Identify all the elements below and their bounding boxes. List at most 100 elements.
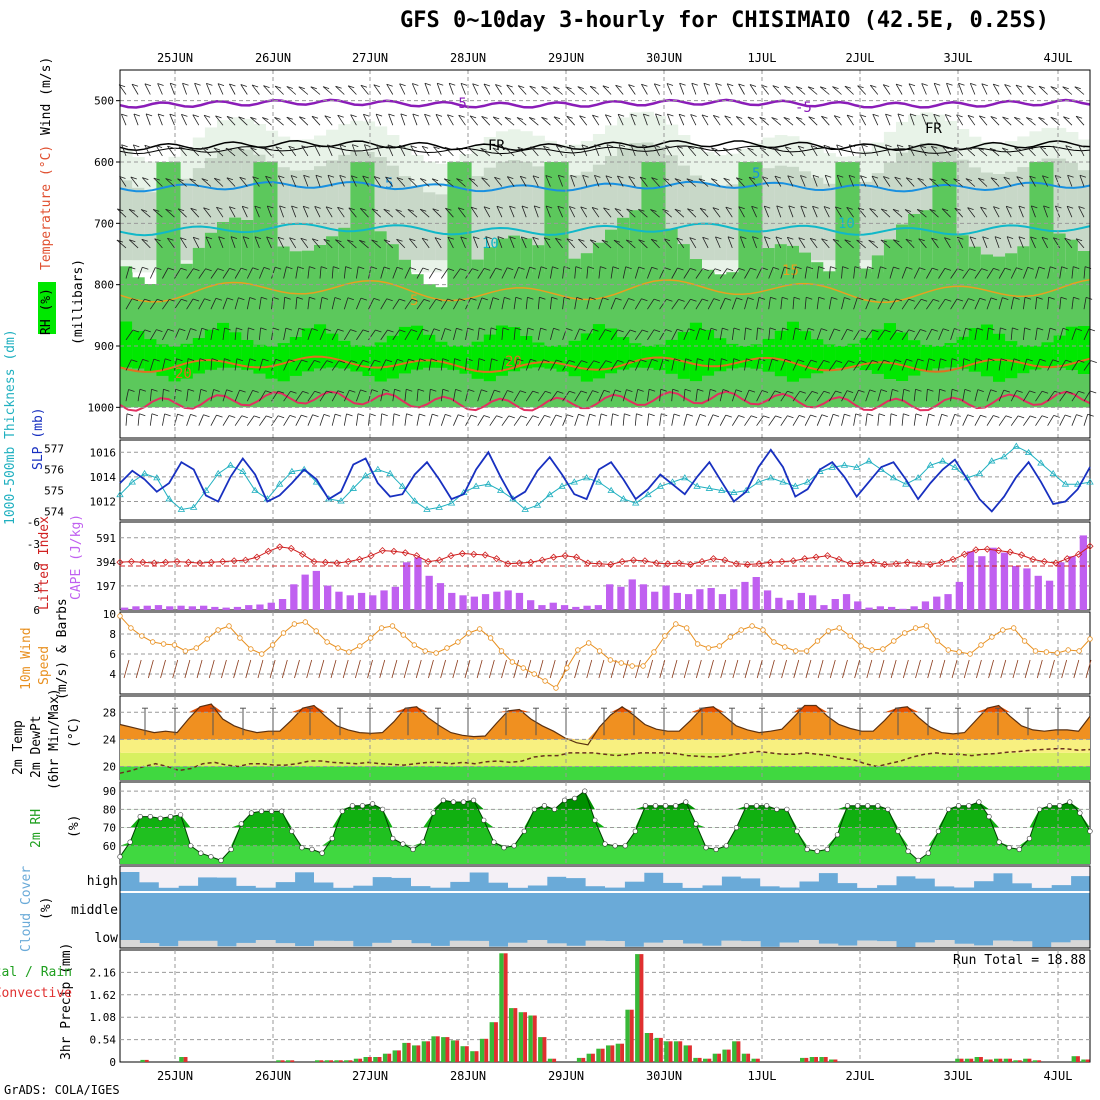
wind-barb [634,359,641,371]
wind-barb-flag [449,82,456,86]
wind-barb-flag [921,113,929,117]
cloud-low-gap [934,940,955,948]
wind-barb [137,329,146,341]
precip-total-bar [703,1058,708,1062]
wind10m-marker [825,628,832,634]
wind-barb [944,237,951,249]
wind-barb [1015,84,1024,95]
wind-barb-flag [764,205,771,209]
wind-barb-flag [433,328,441,332]
wind-barb [1067,175,1073,187]
wind-barb [447,114,454,126]
wind-barb-flag [673,413,681,417]
wind-barb-flag [394,388,401,392]
wind-barb-flag [556,145,563,148]
rh2m-marker [390,835,396,842]
thickness-marker [1000,453,1008,460]
wind-barb-flag [373,84,380,88]
rh2m-marker [269,808,275,814]
wind-barb-flag [679,82,686,86]
wind-barb-flag [666,298,673,302]
cape-bar [741,581,749,610]
cape-bar [154,605,163,610]
wind-barb-flag [993,83,1000,87]
wind-barb-flag [447,236,455,240]
wind-barb [130,176,139,187]
li-marker [732,560,740,568]
wind-barb-flag [723,147,730,151]
wind-barb-flag [193,236,200,240]
precip-total-bar [276,1060,281,1062]
wind-barb-flag [810,145,818,148]
wind-barb-flag [357,413,365,417]
wind-barb-flag [314,206,321,209]
li-marker [846,560,854,568]
wind-barb [201,178,212,187]
wind10m-barb [574,659,580,679]
wind-barb-flag [711,147,718,151]
wind-barb [671,413,675,426]
wind10m-marker [684,625,690,631]
thickness-axis-label: 1000-500mb Thickness (dm) [3,329,18,525]
wind-barb [331,329,339,341]
wind-barb [363,114,369,126]
wind-barb-flag [485,236,492,239]
wind10m-marker [433,650,439,656]
wind-barb [663,238,673,249]
wind-barb-flag [364,144,371,147]
wind-barb [319,360,328,371]
wind-barb [617,175,624,187]
wind-barb [129,239,139,249]
rh2m-marker [814,848,820,854]
wind-barb-flag [373,176,381,179]
wind-barb-flag [399,329,406,333]
rh2m-marker [955,803,962,809]
precip-total-bar [431,1036,436,1062]
wind-barb-flag [153,358,160,362]
precip-total-bar [712,1053,718,1062]
wind-barb [788,205,794,218]
wind-barb-flag [920,298,928,302]
rh2m-marker [117,854,123,860]
wind-barb-flag [327,174,335,178]
wind-barb-flag [771,117,778,120]
wind-barb-flag [870,297,877,301]
temp-contour-20 [119,355,1091,373]
wind-barb-flag [894,359,902,363]
wind-barb-flag [435,114,443,117]
precip-convective-bar [688,1045,692,1062]
wind-barb-flag [444,146,452,150]
wind-barb-flag [507,176,514,179]
wind-barb-flag [676,237,683,241]
wind-barb [125,359,132,371]
wind-barb [1071,360,1079,371]
rh2m-marker [945,806,952,812]
wind-barb [428,299,437,310]
wind-barb-flag [192,114,199,118]
precip-total-bar [412,1045,417,1062]
wind-barb [1010,297,1014,310]
wind-barb [889,359,896,371]
wind-barb-flag [408,177,415,181]
rh2m-marker [1077,810,1083,816]
cape-bar [888,606,896,610]
li-marker [995,547,1003,555]
rh2m-axis-label: 2m RH [29,809,44,848]
wind-barb-flag [844,239,851,243]
wind-barb-flag [626,239,633,243]
li-marker [641,557,649,565]
wind10m-marker [967,651,973,657]
wind-barb-flag [844,85,852,89]
wind-barb [748,176,757,187]
cape-bar [820,605,828,610]
wind-barb [517,147,527,157]
wind-barb [967,207,976,218]
wind-barb-flag [240,84,247,87]
wind-barb-flag [842,266,849,269]
rh-shade-cell [689,175,703,261]
wind-barb-flag [1012,327,1019,331]
wind-barb-flag [419,358,426,362]
wind-barb [252,176,260,187]
wind-barb-flag [810,359,818,363]
wind10m-marker [139,633,145,639]
